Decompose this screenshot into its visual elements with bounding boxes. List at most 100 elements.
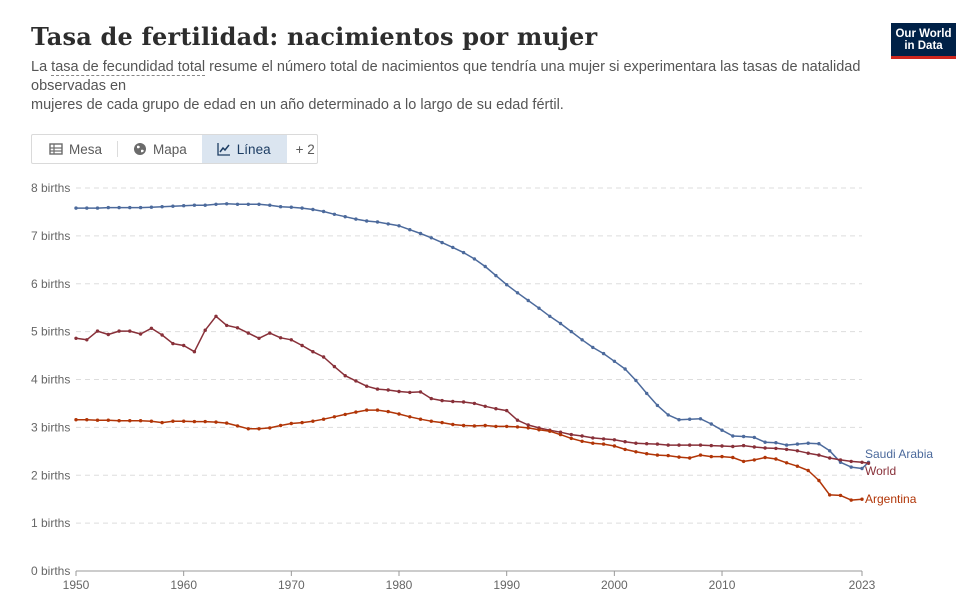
data-point <box>494 407 498 411</box>
x-tick-label: 1990 <box>493 578 520 592</box>
series-label-saudi-arabia[interactable]: Saudi Arabia <box>865 447 933 461</box>
data-point <box>731 455 735 460</box>
series-label-world[interactable]: World <box>865 464 896 478</box>
data-point <box>698 443 703 447</box>
subtitle-text: resume el número total de nacimientos qu… <box>31 59 861 94</box>
data-point <box>74 206 78 210</box>
data-point <box>85 418 89 422</box>
data-point <box>311 419 315 423</box>
data-point <box>688 456 692 460</box>
data-point <box>235 326 240 330</box>
data-point <box>677 443 681 447</box>
data-point <box>311 350 315 354</box>
series-label-argentina[interactable]: Argentina <box>865 492 917 506</box>
fertility-rate-term-link[interactable]: tasa de fecundidad total <box>51 59 206 76</box>
data-point <box>289 205 293 209</box>
data-point <box>601 351 606 356</box>
tab-more-label: + 2 <box>295 141 315 157</box>
data-point <box>634 378 638 383</box>
logo-line2: in Data <box>904 39 943 52</box>
owid-logo[interactable]: Our World in Data <box>891 23 956 59</box>
data-point <box>645 452 649 456</box>
data-point <box>666 453 670 458</box>
data-point <box>171 341 175 346</box>
tab-line[interactable]: Línea <box>201 135 287 163</box>
data-point <box>95 418 100 422</box>
data-point <box>160 205 164 209</box>
data-point <box>321 417 326 421</box>
chart-title: Tasa de fertilidad: nacimientos por muje… <box>31 22 598 51</box>
data-point <box>795 442 800 446</box>
data-point <box>440 240 444 245</box>
data-point <box>763 455 767 460</box>
x-tick-label: 1950 <box>63 578 90 592</box>
data-point <box>741 459 746 464</box>
data-point <box>720 454 724 459</box>
data-point <box>838 458 843 462</box>
data-point <box>526 426 530 430</box>
data-point <box>720 428 724 432</box>
data-point <box>74 418 78 422</box>
data-point <box>257 427 261 431</box>
data-point <box>645 442 649 446</box>
data-point <box>160 333 164 337</box>
data-point <box>332 364 337 369</box>
data-point <box>569 329 573 334</box>
data-point <box>192 203 197 207</box>
data-point <box>408 390 412 395</box>
x-tick-label: 1960 <box>170 578 197 592</box>
data-point <box>601 442 606 446</box>
data-point <box>95 206 100 210</box>
data-point <box>418 417 423 421</box>
series-labels: Saudi Arabia World Argentina <box>865 447 933 506</box>
data-point <box>612 438 617 442</box>
data-point <box>246 427 250 431</box>
data-point <box>774 441 778 445</box>
data-point <box>515 291 520 295</box>
data-point <box>365 219 369 223</box>
data-point <box>838 493 843 498</box>
x-tick-label: 2023 <box>849 578 876 592</box>
data-point <box>558 321 563 326</box>
data-point <box>268 203 272 207</box>
data-point <box>289 421 293 426</box>
data-point <box>623 367 627 371</box>
data-point <box>537 306 541 310</box>
data-point <box>149 205 154 209</box>
data-point <box>763 446 767 450</box>
data-point <box>828 493 832 497</box>
data-point <box>375 220 380 224</box>
y-tick-label: 8 births <box>31 181 70 195</box>
y-tick-label: 4 births <box>31 373 70 387</box>
series-line-argentina[interactable] <box>76 409 863 501</box>
data-point <box>472 424 477 428</box>
series-world[interactable] <box>74 314 871 465</box>
data-point <box>418 231 423 236</box>
data-point <box>569 436 573 441</box>
data-point <box>505 283 509 287</box>
data-point <box>451 422 455 427</box>
series-argentina[interactable] <box>74 408 864 502</box>
data-point <box>203 328 207 332</box>
data-point <box>795 449 800 453</box>
data-point <box>106 418 111 422</box>
x-tick-label: 2010 <box>709 578 736 592</box>
data-point <box>300 206 304 210</box>
series-saudi-arabia[interactable] <box>74 202 871 471</box>
data-point <box>311 207 315 212</box>
data-point <box>106 205 111 210</box>
data-point <box>860 460 864 464</box>
series-line-world[interactable] <box>75 315 869 465</box>
data-point <box>731 434 735 438</box>
data-point <box>235 424 240 428</box>
tab-map[interactable]: Mapa <box>118 135 202 163</box>
data-point <box>655 403 660 408</box>
tab-more[interactable]: + 2 <box>287 135 315 163</box>
data-point <box>515 418 520 422</box>
data-point <box>591 436 595 440</box>
data-point <box>461 250 466 255</box>
tab-table[interactable]: Mesa <box>32 135 117 163</box>
data-point <box>548 429 552 433</box>
series-line-saudi-arabia[interactable] <box>76 203 870 470</box>
data-point <box>784 461 789 465</box>
